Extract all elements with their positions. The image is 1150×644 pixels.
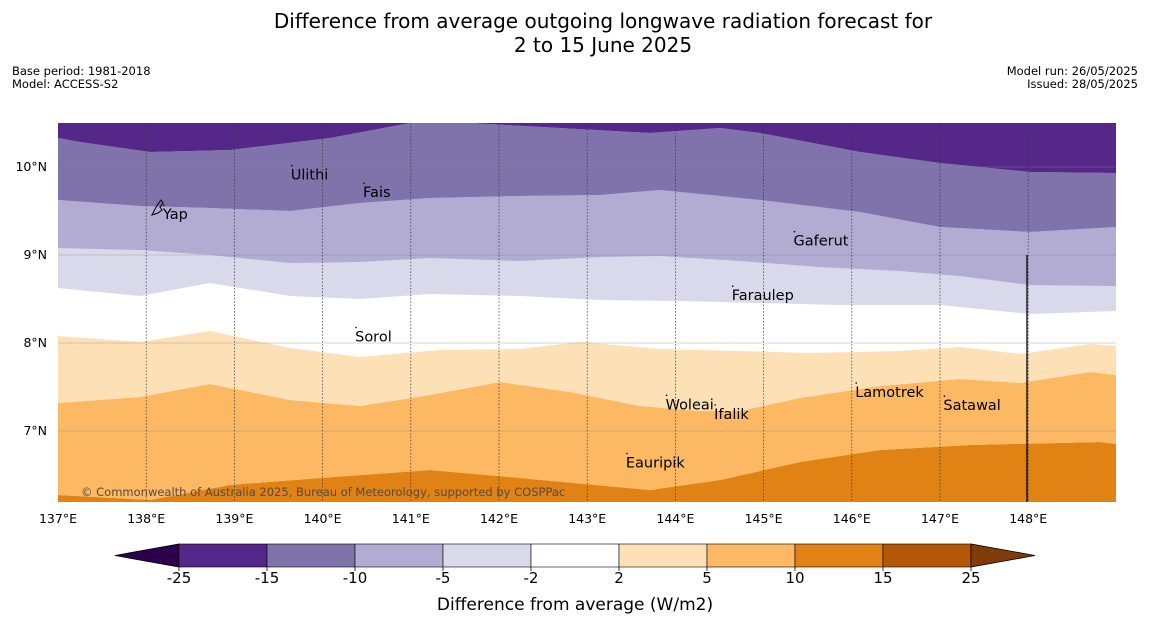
- colorbar-tick-label: -5: [436, 569, 451, 587]
- colorbar-tick-labels: -25 -15 -10 -5 -2 2 5 10 15 25: [167, 567, 981, 587]
- place-label: Woleai: [666, 397, 714, 413]
- colorbar-tick-label: -2: [524, 569, 539, 587]
- place-label: Eauripik: [626, 455, 685, 471]
- place-marker: [714, 404, 716, 406]
- colorbar-tick-label: 15: [873, 569, 892, 587]
- place-label: Ifalik: [714, 407, 749, 423]
- place-label: Yap: [162, 207, 188, 223]
- colorbar-segment: [178, 543, 268, 568]
- colorbar-segment: [618, 543, 708, 568]
- place-marker: [665, 394, 668, 397]
- map-plot-area: [58, 123, 1116, 502]
- place-marker: [793, 230, 796, 233]
- longitude-tick-label: 138°E: [127, 511, 165, 526]
- latitude-tick-label: 7°N: [23, 423, 47, 438]
- issued-date: Issued: 28/05/2025: [1027, 77, 1138, 91]
- place-label: Faraulep: [732, 288, 794, 304]
- colorbar-extend-low: [114, 543, 180, 568]
- colorbar-segment: [882, 543, 972, 568]
- place-label: Sorol: [355, 330, 392, 346]
- colorbar-tick-label: 2: [614, 569, 624, 587]
- place-marker: [626, 452, 628, 455]
- longitude-tick-label: 148°E: [1009, 511, 1047, 526]
- colorbar-tick-label: -15: [255, 569, 280, 587]
- longitude-tick-label: 145°E: [745, 511, 783, 526]
- colorbar-segment: [530, 543, 620, 568]
- place-label: Fais: [363, 185, 390, 201]
- meta-left: Base period: 1981-2018 Model: ACCESS-S2: [12, 65, 151, 91]
- map-title-line-2: 2 to 15 June 2025: [513, 33, 693, 57]
- map-title-line-1: Difference from average outgoing longwav…: [273, 9, 933, 33]
- colorbar-segment: [442, 543, 532, 568]
- colorbar-tick-label: 25: [961, 569, 980, 587]
- longitude-tick-label: 143°E: [568, 511, 606, 526]
- place-marker: [855, 382, 858, 384]
- colorbar-tick-label: 10: [785, 569, 804, 587]
- place-marker: [943, 395, 946, 398]
- place-marker: [731, 285, 734, 288]
- base-period: Base period: 1981-2018: [12, 64, 151, 78]
- longitude-tick-label: 139°E: [215, 511, 253, 526]
- place-label: Ulithi: [291, 168, 329, 184]
- longitude-tick-label: 142°E: [480, 511, 518, 526]
- model-name: Model: ACCESS-S2: [12, 77, 119, 91]
- model-run: Model run: 26/05/2025: [1006, 64, 1138, 78]
- place-label: Satawal: [943, 398, 1000, 414]
- place-label: Gaferut: [793, 234, 848, 250]
- longitude-tick-labels: 137°E 138°E 139°E 140°E 141°E 142°E 143°E 144°E…: [39, 511, 1047, 526]
- longitude-tick-label: 144°E: [656, 511, 694, 526]
- meta-right: Model run: 26/05/2025 Issued: 28/05/2025: [1007, 65, 1138, 91]
- yap-island: [151, 199, 164, 216]
- colorbar-tick-label: -25: [167, 569, 192, 587]
- colorbar-segment: [794, 543, 884, 568]
- longitude-tick-label: 140°E: [304, 511, 342, 526]
- place-marker: [290, 164, 293, 167]
- band-minus15-to-minus25: [58, 123, 1116, 173]
- latitude-tick-label: 8°N: [23, 335, 47, 350]
- place-marker: [355, 326, 357, 329]
- longitude-tick-label: 147°E: [921, 511, 959, 526]
- latitude-tick-label: 9°N: [23, 247, 47, 262]
- colorbar-extend-high: [970, 543, 1036, 568]
- longitude-tick-label: 137°E: [39, 511, 77, 526]
- place-labels: Yap Ulithi Fais Gaferut Faraulep Sorol WoleaiI…: [162, 164, 1001, 471]
- colorbar-segment: [706, 543, 796, 568]
- colorbar-tick-label: 5: [702, 569, 712, 587]
- place-marker: [363, 182, 365, 185]
- colorbar-label: Difference from average (W/m2): [437, 595, 713, 615]
- latitude-tick-labels: 10°N 9°N 8°N 7°N: [15, 159, 47, 438]
- latitude-tick-label: 10°N: [15, 159, 47, 174]
- place-marker: [163, 204, 165, 207]
- copyright-notice: © Commonwealth of Australia 2025, Bureau…: [81, 485, 565, 499]
- longitude-tick-label: 141°E: [392, 511, 430, 526]
- colorbar-segment: [266, 543, 356, 568]
- map-title: Difference from average outgoing longwav…: [0, 9, 1150, 57]
- longitude-gridlines: [145, 123, 1029, 502]
- longitude-tick-label: 146°E: [833, 511, 871, 526]
- colorbar: [114, 543, 1036, 568]
- colorbar-segment: [354, 543, 444, 568]
- colorbar-tick-label: -10: [343, 569, 368, 587]
- place-label: Lamotrek: [855, 385, 924, 401]
